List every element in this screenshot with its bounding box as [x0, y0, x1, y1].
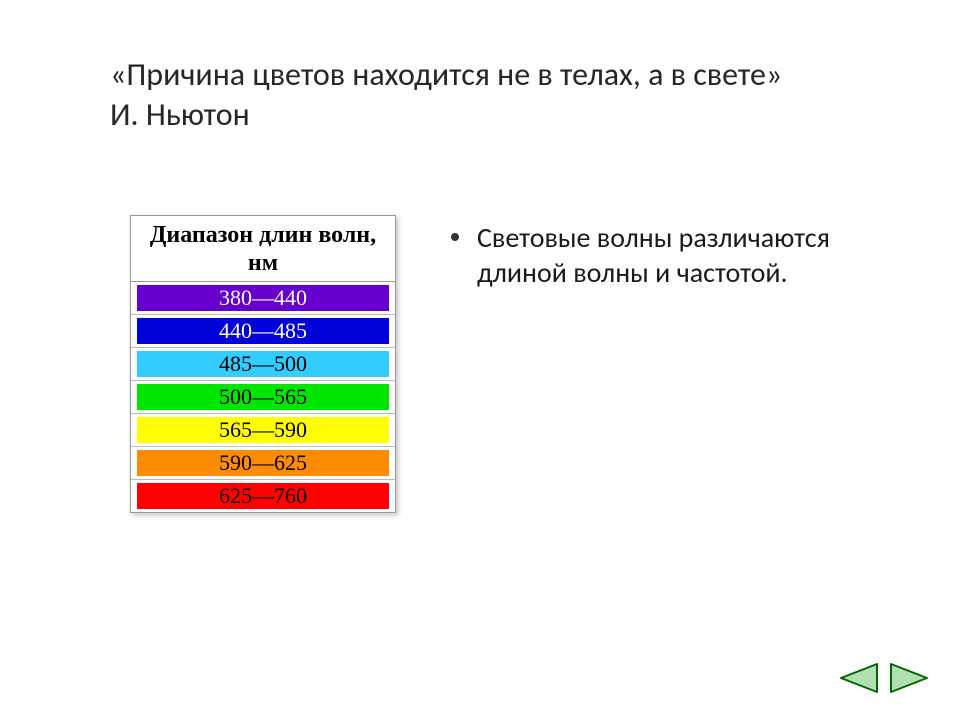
arrow-left-icon — [838, 661, 880, 695]
wavelength-band: 590—625 — [137, 450, 389, 476]
bullet-list: Световые волны различаются длиной волны … — [451, 220, 851, 290]
wavelength-band: 565—590 — [137, 417, 389, 443]
wavelength-band: 485—500 — [137, 351, 389, 377]
table-row: 380—440 — [131, 282, 395, 314]
prev-button[interactable] — [838, 661, 880, 695]
table-row: 625—760 — [131, 479, 395, 512]
bullet-item: Световые волны различаются длиной волны … — [451, 220, 851, 290]
table-row: 485—500 — [131, 347, 395, 380]
table-row: 590—625 — [131, 446, 395, 479]
table-row: 500—565 — [131, 380, 395, 413]
arrow-right-icon — [888, 661, 930, 695]
wavelength-band: 625—760 — [137, 483, 389, 509]
table-row: 565—590 — [131, 413, 395, 446]
table-header: Диапазон длин волн, нм — [131, 216, 395, 282]
next-button[interactable] — [888, 661, 930, 695]
wavelength-band: 440—485 — [137, 318, 389, 344]
bullet-dot-icon — [451, 233, 459, 241]
wavelength-table: Диапазон длин волн, нм 380—440 440—485 485… — [130, 215, 396, 513]
content-row: Диапазон длин волн, нм 380—440 440—485 485… — [130, 215, 870, 513]
slide-title: «Причина цветов находится не в телах, а … — [110, 55, 870, 135]
wavelength-band: 500—565 — [137, 384, 389, 410]
bullet-text: Световые волны различаются длиной волны … — [477, 220, 851, 290]
wavelength-band: 380—440 — [137, 285, 389, 311]
nav-controls — [838, 661, 930, 695]
table-row: 440—485 — [131, 314, 395, 347]
